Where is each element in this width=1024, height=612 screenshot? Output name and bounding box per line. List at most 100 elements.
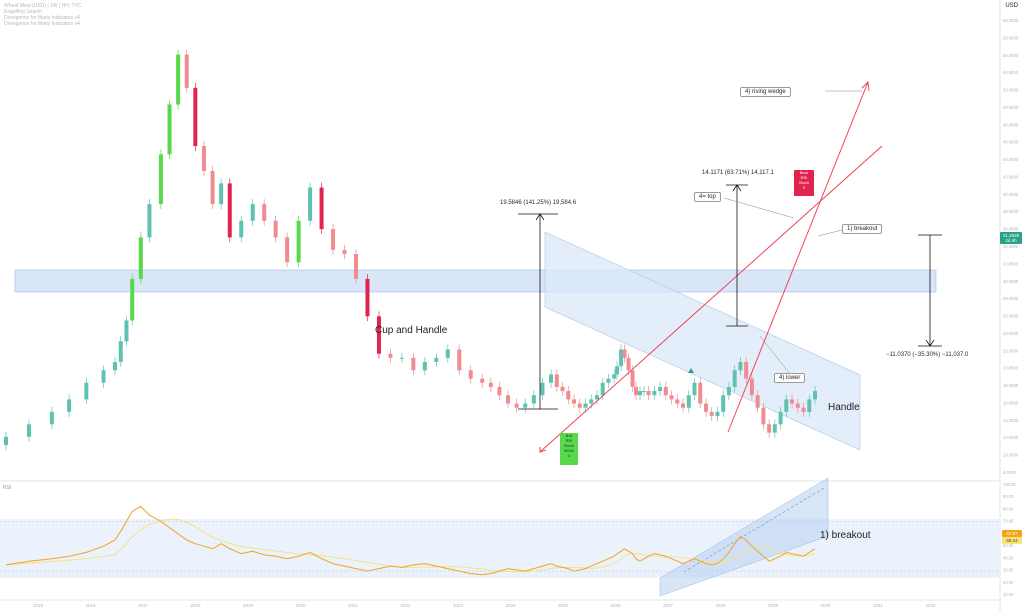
candle [308,187,313,221]
candle [686,395,691,408]
candle [167,104,172,155]
year-tick-label: 2032 [925,603,936,608]
candle [594,395,599,400]
year-tick-label: 2028 [715,603,726,608]
price-tick-label: 30.0000 [1003,279,1019,284]
price-tick-label: 10.0000 [1003,453,1019,458]
candle [176,54,181,105]
candle [26,424,31,437]
measure-down-label: −11.0370 (−35.30%) −11,037.0 [886,352,969,358]
price-tick-label: 18.0000 [1003,383,1019,388]
candle [801,407,806,412]
candle [514,403,519,408]
rsi-tick-label: 80.00 [1003,506,1014,511]
price-tick-label: 34.0000 [1003,244,1019,249]
indicator-line-1: Engulfing Search [4,9,43,15]
candle [715,411,720,416]
lower-label: 4) lower [774,373,806,383]
price-tick-label: 24.0000 [1003,331,1019,336]
candle [388,353,393,358]
candle [468,370,473,379]
candle [113,362,118,371]
price-tick-label: 46.0000 [1003,140,1019,145]
measure-left-label: 19.5846 (141.25%) 19,584.6 [500,200,577,206]
rsi-ma-line [5,518,816,573]
candle [227,183,232,238]
candle [130,278,135,321]
candle [572,399,577,404]
indicator-line-2: Divergence for Many Indicators v4 [4,15,80,21]
axis-labels: 60.0000 58.0000 56.0000 54.0000 52.0000 50.00… [33,18,1019,608]
candle [784,399,789,412]
candle [749,378,754,396]
year-tick-label: 2017 [138,603,149,608]
candle [577,403,582,408]
rsi-label: RSI [3,485,12,491]
candle [566,391,571,400]
price-tick-label: 58.0000 [1003,35,1019,40]
candle [646,391,651,396]
bear-signal-line: Bear [799,170,809,175]
rsi-tick-label: 20.00 [1003,580,1014,585]
measure-top-arrowhead [732,184,742,192]
price-tick-label: 8.0000 [1003,470,1016,475]
candle [807,399,812,412]
rising-support-line [539,145,883,453]
candle [738,362,743,371]
candle [101,370,106,383]
last-price-value: 31.2938 [1002,233,1020,238]
price-tick-label: 50.0000 [1003,105,1019,110]
candle [158,154,163,205]
rsi-breakout-label: 1) breakout [820,530,871,541]
handle-channel [544,231,861,451]
rsi-band [0,519,1000,578]
candle [67,399,72,412]
candle [658,386,663,392]
price-tick-label: 56.0000 [1003,53,1019,58]
candle [813,391,817,400]
rising-wedge-label: 4) rising wedge [740,87,791,97]
price-tick-label: 26.0000 [1003,314,1019,319]
year-tick-label: 2022 [400,603,411,608]
price-tick-label: 32.0000 [1003,261,1019,266]
rsi-lines [0,505,1000,576]
candle [642,391,647,393]
support-arrowhead [539,447,547,453]
currency-label: USD [1005,3,1018,9]
year-tick-label: 2021 [348,603,359,608]
price-tick-label: 54.0000 [1003,70,1019,75]
candle [49,411,54,425]
candle [457,349,462,371]
price-tick-label: 48.0000 [1003,122,1019,127]
candle [147,204,152,238]
price-tick-label: 14.0000 [1003,418,1019,423]
candle [589,399,594,404]
drawing-overlays [518,81,942,453]
candle [319,187,324,230]
candle [138,237,143,279]
lower-pointer [759,335,791,375]
candle [84,382,89,400]
measure-down-arrowhead [925,339,935,347]
year-tick-label: 2031 [873,603,884,608]
candle [721,395,726,412]
candle [193,87,198,146]
rsi-tick-label: 40.00 [1003,555,1014,560]
symbol-title: Wheat Meal (USD) | 1W | HH, TVC [4,3,82,9]
candle [262,204,267,221]
price-tick-label: 38.0000 [1003,209,1019,214]
bull-signal-line: Bull [565,433,573,438]
candle [219,183,224,205]
candle [652,391,657,396]
price-tick-label: 52.0000 [1003,88,1019,93]
candle [399,357,404,359]
low-marker [688,368,694,373]
candle [296,220,301,263]
candle [772,424,777,433]
candle [681,403,686,408]
bull-signal-line: 4 [567,453,571,458]
year-tick-label: 2016 [85,603,96,608]
breakout-label: 1) breakout [842,224,883,234]
